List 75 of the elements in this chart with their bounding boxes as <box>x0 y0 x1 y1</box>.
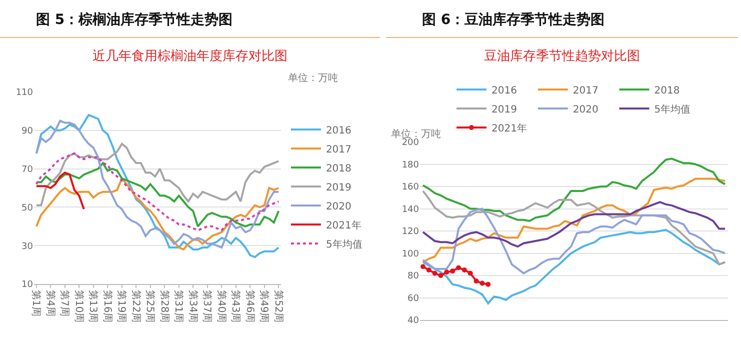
legend-label: 2018 <box>654 85 680 96</box>
x-tick-label: 第34周 <box>186 290 199 323</box>
x-tick-label: 第10周 <box>72 290 85 323</box>
line-series <box>35 177 280 250</box>
legend-label: 2021年 <box>492 122 527 134</box>
point <box>456 265 461 270</box>
point <box>444 270 450 275</box>
y-tick-label: 120 <box>402 227 420 238</box>
x-tick-label: 第43周 <box>230 290 242 323</box>
y-tick-label: 160 <box>402 182 420 193</box>
text: 单位：万吨 <box>288 72 338 84</box>
line-series <box>422 178 726 264</box>
point <box>468 270 473 276</box>
line-series <box>35 142 280 206</box>
line-series <box>35 172 85 210</box>
y-tick-label: 80 <box>408 272 420 282</box>
legend-label: 2016 <box>492 85 517 96</box>
text: 单位：万吨 <box>391 128 441 140</box>
x-tick-label: 第22周 <box>130 290 142 323</box>
x-tick-label: 第46周 <box>244 290 256 323</box>
line-series <box>422 158 726 222</box>
legend-label: 2019 <box>492 104 517 116</box>
x-tick-label: 第4周 <box>44 290 56 316</box>
x-tick-label: 第28周 <box>158 290 170 323</box>
y-tick-label: 200 <box>402 138 420 148</box>
legend-label: 2020 <box>326 201 352 212</box>
point <box>420 264 426 270</box>
x-tick-label: 第25周 <box>144 290 156 323</box>
chart-subtitle: 近几年食用棕榈油年度库存对比图 <box>92 48 288 64</box>
point <box>462 267 467 272</box>
legend-label: 2017 <box>326 144 352 156</box>
x-tick-label: 第49周 <box>258 290 270 323</box>
y-tick-label: 70 <box>22 164 34 175</box>
legend-label: 2020 <box>572 104 598 116</box>
y-tick-label: 40 <box>408 316 420 326</box>
y-tick-label: 50 <box>22 203 34 214</box>
x-tick-label: 第16周 <box>101 290 114 323</box>
legend-label: 2018 <box>326 163 352 174</box>
line-series <box>35 162 280 228</box>
x-tick-label: 第52周 <box>272 290 284 323</box>
legend-label: 5年均值 <box>326 238 362 250</box>
y-tick-label: 110 <box>16 88 34 98</box>
x-tick-label: 第19周 <box>116 290 128 323</box>
point <box>426 267 432 272</box>
chart-title: 图 5：棕榈油库存季节性走势图 <box>0 0 380 38</box>
y-tick-label: 100 <box>402 249 420 260</box>
y-tick-label: 180 <box>402 160 420 170</box>
y-tick-label: 140 <box>402 204 420 215</box>
line-series <box>35 152 280 232</box>
y-tick-label: 10 <box>22 280 34 290</box>
line-series <box>422 208 726 274</box>
legend-label: 2016 <box>326 125 352 136</box>
legend-label: 2019 <box>326 182 352 194</box>
point <box>486 282 491 287</box>
line-series <box>422 190 726 266</box>
x-tick-label: 第13周 <box>87 290 100 323</box>
point <box>432 270 438 276</box>
x-tick-label: 第40周 <box>215 290 228 323</box>
y-tick-label: 30 <box>22 242 34 252</box>
legend-label: 5年均值 <box>654 103 691 116</box>
point <box>450 268 456 274</box>
x-tick-label: 第1周 <box>30 290 42 316</box>
legend-label: 2017 <box>572 85 598 96</box>
y-tick-label: 60 <box>408 294 420 304</box>
x-tick-label: 第31周 <box>172 290 185 323</box>
x-tick-label: 第37周 <box>201 290 214 323</box>
chart-title: 图 6：豆油库存季节性走势图 <box>386 0 738 38</box>
line-series <box>422 201 726 248</box>
legend-label: 2021年 <box>326 219 362 232</box>
x-tick-label: 第7周 <box>58 290 71 316</box>
y-tick-label: 90 <box>22 126 34 137</box>
point <box>438 273 444 278</box>
point <box>474 278 479 284</box>
point <box>480 280 485 286</box>
chart-subtitle: 豆油库存季节性趋势对比图 <box>484 49 640 64</box>
